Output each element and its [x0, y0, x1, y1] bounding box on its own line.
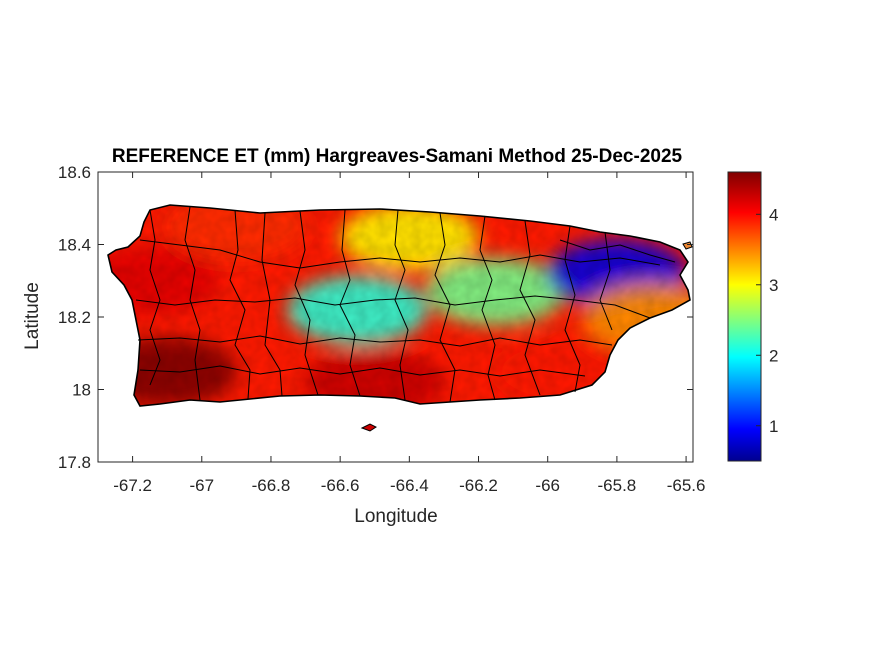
colorbar-tick-label: 1 — [769, 417, 778, 436]
x-tick-label: -65.8 — [598, 476, 637, 495]
x-tick-label: -67.2 — [113, 476, 152, 495]
x-axis: -67.2 -67 -66.8 -66.6 -66.4 -66.2 -66 -65.8 -65.… — [113, 172, 705, 495]
colorbar-tick-label: 3 — [769, 276, 778, 295]
eastern-cays — [682, 241, 693, 250]
x-tick-label: -66 — [535, 476, 560, 495]
municipality-borders — [135, 206, 676, 403]
x-tick-label: -66.8 — [252, 476, 291, 495]
colorbar-tick-label: 4 — [769, 205, 778, 224]
y-tick-label: 18.2 — [58, 308, 91, 327]
x-tick-label: -66.4 — [390, 476, 429, 495]
x-tick-label: -67 — [189, 476, 214, 495]
y-tick-label: 18.6 — [58, 163, 91, 182]
y-axis-title: Latitude — [22, 282, 43, 350]
x-tick-label: -66.2 — [459, 476, 498, 495]
caja-de-muertos-island — [360, 423, 377, 432]
x-tick-label: -65.6 — [667, 476, 706, 495]
colorbar-ticks: 1 2 3 4 — [756, 205, 778, 436]
y-tick-label: 18 — [72, 381, 91, 400]
y-min-tick-label: 17.8 — [58, 453, 91, 472]
y-axis: 18.6 18.4 18.2 18 — [58, 163, 693, 400]
x-tick-label: -66.6 — [321, 476, 360, 495]
colorbar-tick-label: 2 — [769, 346, 778, 365]
plot-title: REFERENCE ET (mm) Hargreaves-Samani Meth… — [112, 146, 683, 167]
x-axis-title: Longitude — [354, 506, 437, 527]
y-tick-label: 18.4 — [58, 236, 91, 255]
colorbar — [727, 171, 762, 462]
